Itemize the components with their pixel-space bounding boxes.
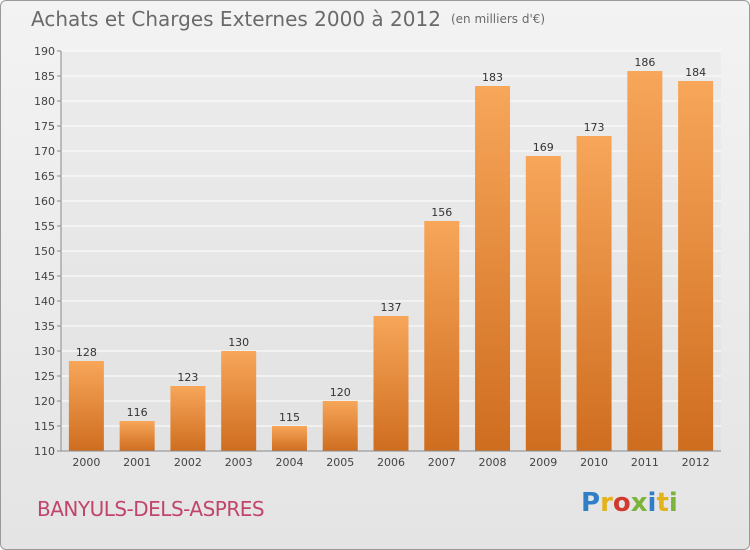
x-tick-label: 2008 <box>479 456 507 469</box>
x-tick-label: 2006 <box>377 456 405 469</box>
y-tick-label: 165 <box>34 170 55 183</box>
data-label-2005: 120 <box>330 386 351 399</box>
x-tick-label: 2012 <box>682 456 710 469</box>
x-tick-label: 2009 <box>529 456 557 469</box>
data-label-2001: 116 <box>127 406 148 419</box>
x-tick-label: 2003 <box>225 456 253 469</box>
x-axis: 2000 2001 2002 2003 2004 2005 2006 2007 2008 2009… <box>61 450 721 469</box>
x-tick-label: 2010 <box>580 456 608 469</box>
x-tick-label: 2000 <box>72 456 100 469</box>
bar-2005 <box>322 401 358 451</box>
y-tick-label: 135 <box>34 320 55 333</box>
bar-2010 <box>576 136 612 451</box>
bar-2012 <box>678 81 714 451</box>
logo-letter: r <box>600 488 613 518</box>
city-name: BANYULS-DELS-ASPRES <box>37 497 265 521</box>
bar-2004 <box>271 426 307 451</box>
bars: 128 116 123 130 115 120 137 156 183 169 173 186 184 <box>68 56 714 451</box>
bar-2003 <box>221 351 257 451</box>
data-label-2008: 183 <box>482 71 503 84</box>
x-tick-label: 2004 <box>275 456 303 469</box>
logo-letter: x <box>630 488 648 518</box>
y-tick-label: 180 <box>34 95 55 108</box>
y-tick-label: 175 <box>34 120 55 133</box>
y-tick-label: 150 <box>34 245 55 258</box>
y-tick-label: 115 <box>34 420 55 433</box>
y-tick-label: 125 <box>34 370 55 383</box>
data-label-2002: 123 <box>177 371 198 384</box>
bar-2009 <box>525 156 561 451</box>
x-tick-label: 2005 <box>326 456 354 469</box>
x-tick-label: 2011 <box>631 456 659 469</box>
y-axis: 110 115 120 125 130 135 140 145 150 155 160 165 170 1… <box>34 45 62 458</box>
y-tick-label: 170 <box>34 145 55 158</box>
data-label-2011: 186 <box>634 56 655 69</box>
y-tick-label: 190 <box>34 45 55 58</box>
y-tick-label: 130 <box>34 345 55 358</box>
bar-2011 <box>627 71 663 451</box>
logo-letter: i <box>647 488 657 518</box>
y-tick-label: 155 <box>34 220 55 233</box>
bar-2001 <box>119 421 155 451</box>
data-label-2009: 169 <box>533 141 554 154</box>
bar-2008 <box>475 86 511 451</box>
x-tick-label: 2002 <box>174 456 202 469</box>
logo-letter: P <box>581 488 601 518</box>
x-tick-label: 2007 <box>428 456 456 469</box>
y-tick-label: 120 <box>34 395 55 408</box>
bar-2007 <box>424 221 460 451</box>
y-tick-label: 110 <box>34 445 55 458</box>
data-label-2003: 130 <box>228 336 249 349</box>
data-label-2006: 137 <box>381 301 402 314</box>
logo-letter: i <box>668 488 678 518</box>
y-tick-label: 145 <box>34 270 55 283</box>
logo-letter: t <box>656 488 669 518</box>
logo-letter: o <box>612 488 631 518</box>
y-tick-label: 185 <box>34 70 55 83</box>
data-label-2010: 173 <box>584 121 605 134</box>
data-label-2007: 156 <box>431 206 452 219</box>
chart-title-text: Achats et Charges Externes 2000 à 2012 <box>31 7 441 31</box>
data-label-2004: 115 <box>279 411 300 424</box>
data-label-2012: 184 <box>685 66 706 79</box>
y-tick-label: 160 <box>34 195 55 208</box>
bar-2000 <box>68 361 104 451</box>
proxiti-logo[interactable]: Proxiti <box>581 488 678 518</box>
bar-2006 <box>373 316 409 451</box>
chart-title: Achats et Charges Externes 2000 à 2012 (e… <box>31 7 545 31</box>
bar-2002 <box>170 386 206 451</box>
y-tick-label: 140 <box>34 295 55 308</box>
x-tick-label: 2001 <box>123 456 151 469</box>
chart-subtitle: (en milliers d'€) <box>450 12 546 26</box>
data-label-2000: 128 <box>76 346 97 359</box>
